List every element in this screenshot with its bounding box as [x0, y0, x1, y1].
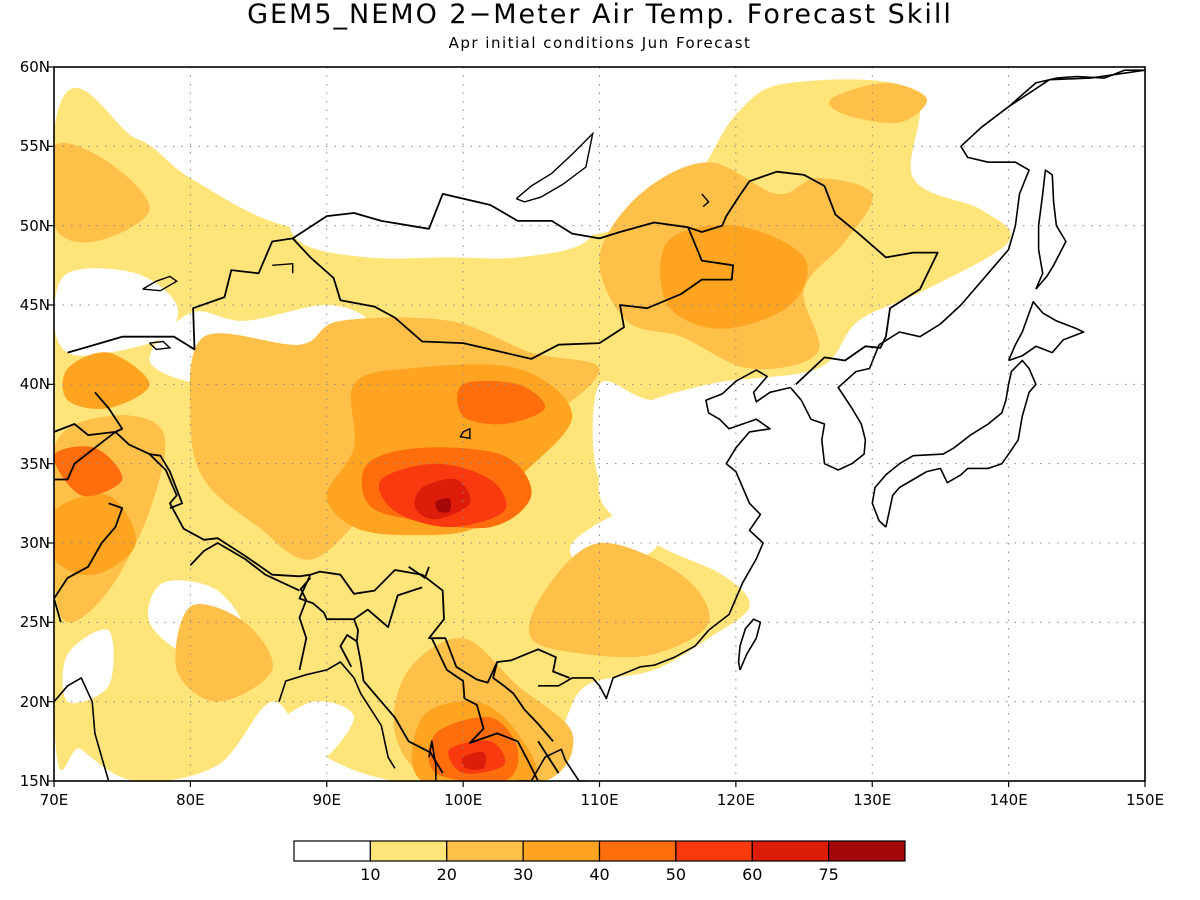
- lat-label: 15N: [2, 773, 50, 789]
- colorbar-swatch: [294, 841, 370, 861]
- map-figure: [0, 0, 1200, 900]
- lat-label: 20N: [2, 694, 50, 710]
- colorbar-label: 10: [350, 866, 390, 884]
- lon-label: 150E: [1115, 792, 1175, 808]
- lat-label: 30N: [2, 535, 50, 551]
- colorbar-label: 30: [503, 866, 543, 884]
- lat-label: 45N: [2, 297, 50, 313]
- lon-label: 140E: [979, 792, 1039, 808]
- colorbar-label: 40: [580, 866, 620, 884]
- colorbar-swatch: [370, 841, 446, 861]
- lon-label: 120E: [706, 792, 766, 808]
- colorbar: [294, 841, 905, 861]
- coastline: [1077, 781, 1081, 789]
- colorbar-swatch: [523, 841, 599, 861]
- colorbar-label: 50: [656, 866, 696, 884]
- colorbar-label: 75: [809, 866, 849, 884]
- colorbar-swatch: [600, 841, 676, 861]
- lon-label: 100E: [433, 792, 493, 808]
- lat-label: 60N: [2, 59, 50, 75]
- lat-label: 35N: [2, 456, 50, 472]
- colorbar-swatch: [752, 841, 828, 861]
- colorbar-swatch: [447, 841, 523, 861]
- lat-label: 55N: [2, 138, 50, 154]
- lon-label: 130E: [842, 792, 902, 808]
- colorbar-label: 60: [732, 866, 772, 884]
- lon-label: 70E: [24, 792, 84, 808]
- lon-label: 110E: [570, 792, 630, 808]
- coastline: [511, 781, 518, 805]
- colorbar-label: 20: [427, 866, 467, 884]
- colorbar-swatch: [676, 841, 752, 861]
- lat-label: 40N: [2, 376, 50, 392]
- lon-label: 80E: [160, 792, 220, 808]
- colorbar-swatch: [829, 841, 905, 861]
- lat-label: 25N: [2, 614, 50, 630]
- lat-label: 50N: [2, 218, 50, 234]
- lon-label: 90E: [297, 792, 357, 808]
